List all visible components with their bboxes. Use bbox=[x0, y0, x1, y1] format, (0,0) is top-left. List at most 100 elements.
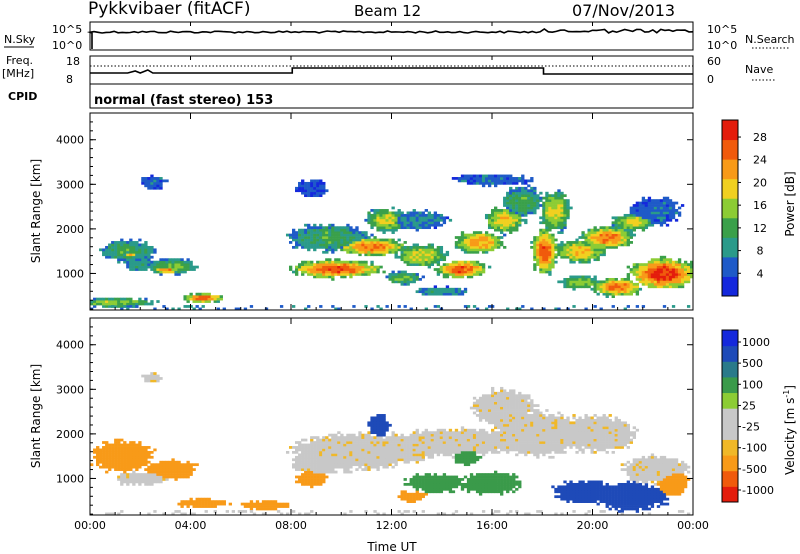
heatmap-cell bbox=[497, 401, 501, 405]
heatmap-cell bbox=[322, 265, 326, 269]
heatmap-cell bbox=[644, 280, 649, 284]
nave-tick-bottom: 0 bbox=[707, 73, 714, 86]
heatmap-cell bbox=[379, 216, 383, 220]
heatmap-cell bbox=[150, 379, 154, 383]
heatmap-cell bbox=[361, 460, 365, 464]
heatmap-cell bbox=[114, 458, 118, 462]
heatmap-cell bbox=[548, 201, 552, 205]
heatmap-cell bbox=[159, 475, 163, 479]
heatmap-cell bbox=[518, 307, 522, 311]
heatmap-cell bbox=[334, 458, 338, 462]
heatmap-cell bbox=[614, 218, 618, 222]
heatmap-cell bbox=[427, 482, 431, 486]
heatmap-cell bbox=[512, 421, 516, 425]
heatmap-cell bbox=[545, 221, 549, 225]
heatmap-cell bbox=[138, 455, 142, 459]
heatmap-cell bbox=[647, 280, 652, 284]
heatmap-cell bbox=[138, 482, 142, 486]
heatmap-cell bbox=[475, 248, 480, 252]
heatmap-cell bbox=[587, 250, 591, 254]
heatmap-cell bbox=[484, 394, 489, 398]
heatmap-cell bbox=[421, 211, 425, 215]
heatmap-cell bbox=[433, 253, 438, 257]
heatmap-cell bbox=[319, 438, 323, 442]
heatmap-cell bbox=[304, 270, 308, 274]
heatmap-cell bbox=[491, 243, 495, 247]
heatmap-cell bbox=[554, 213, 558, 217]
heatmap-cell bbox=[418, 485, 422, 489]
heatmap-cell bbox=[301, 231, 305, 234]
heatmap-cell bbox=[460, 265, 465, 269]
heatmap-cell bbox=[298, 453, 302, 457]
heatmap-cell bbox=[307, 223, 311, 227]
heatmap-cell bbox=[135, 241, 139, 244]
heatmap-cell bbox=[352, 270, 356, 274]
heatmap-cell bbox=[153, 179, 157, 183]
heatmap-cell bbox=[198, 502, 202, 506]
heatmap-cell bbox=[469, 458, 474, 462]
heatmap-cell bbox=[412, 475, 416, 479]
heatmap-cell bbox=[331, 470, 335, 474]
heatmap-cell bbox=[500, 396, 504, 400]
heatmap-cell bbox=[454, 268, 459, 271]
heatmap-cell bbox=[334, 460, 338, 464]
heatmap-cell bbox=[132, 480, 136, 484]
heatmap-cell bbox=[412, 280, 416, 284]
heatmap-cell bbox=[436, 436, 441, 439]
heatmap-cell bbox=[307, 465, 311, 469]
heatmap-cell bbox=[469, 174, 474, 178]
heatmap-cell bbox=[478, 265, 483, 269]
heatmap-cell bbox=[267, 500, 272, 503]
heatmap-cell bbox=[376, 428, 380, 432]
heatmap-cell bbox=[481, 433, 486, 437]
heatmap-cell bbox=[593, 287, 597, 291]
heatmap-cell bbox=[132, 473, 136, 476]
heatmap-cell bbox=[388, 245, 392, 249]
heatmap-cell bbox=[590, 277, 594, 281]
heatmap-cell bbox=[385, 458, 389, 462]
heatmap-cell bbox=[331, 268, 335, 271]
heatmap-cell bbox=[457, 480, 462, 484]
heatmap-cell bbox=[403, 226, 407, 230]
heatmap-cell bbox=[442, 443, 447, 447]
heatmap-cell bbox=[439, 248, 444, 252]
heatmap-cell bbox=[376, 238, 380, 242]
heatmap-cell bbox=[385, 453, 389, 457]
heatmap-cell bbox=[316, 181, 320, 185]
heatmap-cell bbox=[599, 241, 603, 244]
heatmap-cell bbox=[611, 305, 615, 308]
heatmap-cell bbox=[466, 268, 471, 271]
heatmap-cell bbox=[403, 497, 407, 501]
heatmap-cell bbox=[382, 218, 386, 222]
heatmap-cell bbox=[644, 263, 649, 266]
heatmap-cell bbox=[120, 250, 124, 254]
heatmap-cell bbox=[515, 179, 519, 183]
heatmap-cell bbox=[298, 231, 302, 234]
heatmap-cell bbox=[183, 470, 187, 474]
heatmap-cell bbox=[454, 428, 459, 432]
heatmap-cell bbox=[650, 265, 655, 269]
heatmap-cell bbox=[358, 270, 362, 274]
heatmap-cell bbox=[566, 201, 570, 205]
heatmap-cell bbox=[361, 446, 365, 449]
heatmap-cell bbox=[430, 441, 434, 444]
heatmap-cell bbox=[503, 406, 507, 410]
heatmap-cell bbox=[102, 250, 106, 254]
heatmap-cell bbox=[165, 258, 169, 262]
heatmap-cell bbox=[337, 245, 341, 249]
heatmap-cell bbox=[397, 458, 401, 462]
heatmap-cell bbox=[376, 248, 380, 252]
heatmap-cell bbox=[427, 216, 431, 220]
heatmap-cell bbox=[373, 441, 377, 444]
heatmap-cell bbox=[153, 177, 157, 180]
heatmap-cell bbox=[608, 241, 612, 244]
heatmap-cell bbox=[376, 416, 380, 420]
heatmap-cell bbox=[141, 453, 145, 457]
heatmap-cell bbox=[409, 248, 413, 252]
heatmap-cell bbox=[400, 455, 404, 459]
heatmap-cell bbox=[150, 250, 154, 254]
heatmap-cell bbox=[566, 206, 570, 210]
heatmap-cell bbox=[448, 448, 453, 452]
heatmap-cell bbox=[409, 478, 413, 481]
heatmap-cell bbox=[500, 490, 504, 494]
